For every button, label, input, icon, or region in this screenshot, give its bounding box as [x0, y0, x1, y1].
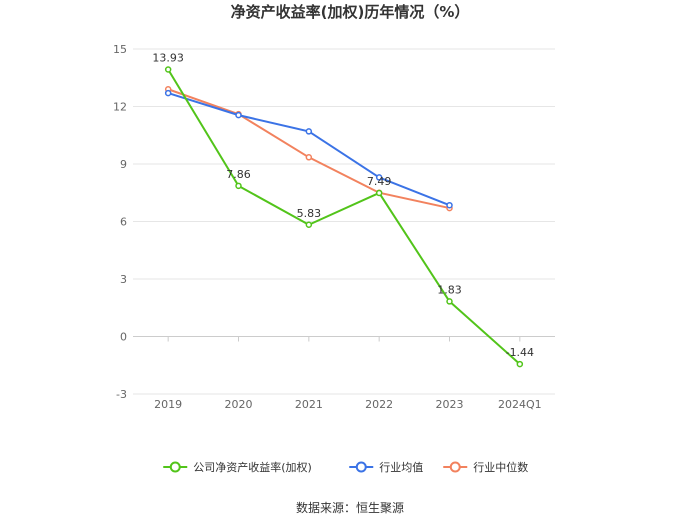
- data-label: 7.49: [367, 175, 392, 188]
- data-point[interactable]: [164, 89, 172, 97]
- series-line-1: [167, 92, 450, 207]
- data-label: 7.86: [226, 168, 251, 181]
- x-tick-label: 2023: [436, 398, 464, 411]
- data-point[interactable]: [305, 154, 313, 161]
- legend-label[interactable]: 行业均值: [379, 461, 423, 474]
- data-label: 13.93: [152, 52, 184, 65]
- data-point[interactable]: [235, 111, 242, 119]
- data-label: 5.83: [297, 207, 322, 220]
- legend-label[interactable]: 公司净资产收益率(加权): [193, 460, 312, 474]
- data-point[interactable]: [516, 360, 524, 368]
- data-point[interactable]: [305, 128, 313, 135]
- data-point[interactable]: [446, 201, 453, 209]
- series-layer: 13.93 7.86 5.83 7.49 1.83 -1.44: [152, 52, 534, 368]
- series-line-0: [167, 68, 521, 365]
- data-label: 1.83: [437, 283, 462, 296]
- y-tick-label: 15: [113, 43, 127, 56]
- legend-swatch-marker: [169, 461, 181, 473]
- legend[interactable]: 公司净资产收益率(加权) 行业均值 行业中位数: [163, 460, 528, 474]
- x-tick-label: 2020: [225, 398, 253, 411]
- data-point[interactable]: [375, 174, 383, 181]
- y-tick-label: 3: [120, 273, 127, 286]
- chart-title: 净资产收益率(加权)历年情况（%）: [231, 3, 470, 21]
- x-tick-label: 2024Q1: [498, 398, 542, 411]
- grid: [133, 48, 555, 395]
- y-axis: -3 0 3 6 9 12 15: [113, 43, 127, 401]
- data-point[interactable]: [305, 221, 313, 229]
- data-label: -1.44: [506, 346, 534, 359]
- x-tick-label: 2019: [154, 398, 182, 411]
- legend-swatch-marker: [355, 461, 367, 473]
- x-tick-label: 2021: [295, 398, 323, 411]
- x-axis: 2019 2020 2021 2022 2023 2024Q1: [133, 336, 555, 411]
- data-point[interactable]: [164, 66, 172, 73]
- data-point[interactable]: [375, 189, 383, 197]
- y-tick-label: 0: [120, 331, 127, 344]
- y-tick-label: 6: [120, 216, 127, 229]
- legend-label[interactable]: 行业中位数: [473, 460, 528, 474]
- y-tick-label: 12: [113, 101, 127, 114]
- y-tick-label: 9: [120, 158, 127, 171]
- y-tick-label: -3: [116, 388, 127, 401]
- legend-swatch-marker: [449, 461, 461, 473]
- data-point[interactable]: [446, 298, 453, 305]
- data-point[interactable]: [235, 182, 242, 190]
- source-note: 数据来源：恒生聚源: [296, 500, 404, 515]
- x-tick-label: 2022: [365, 398, 393, 411]
